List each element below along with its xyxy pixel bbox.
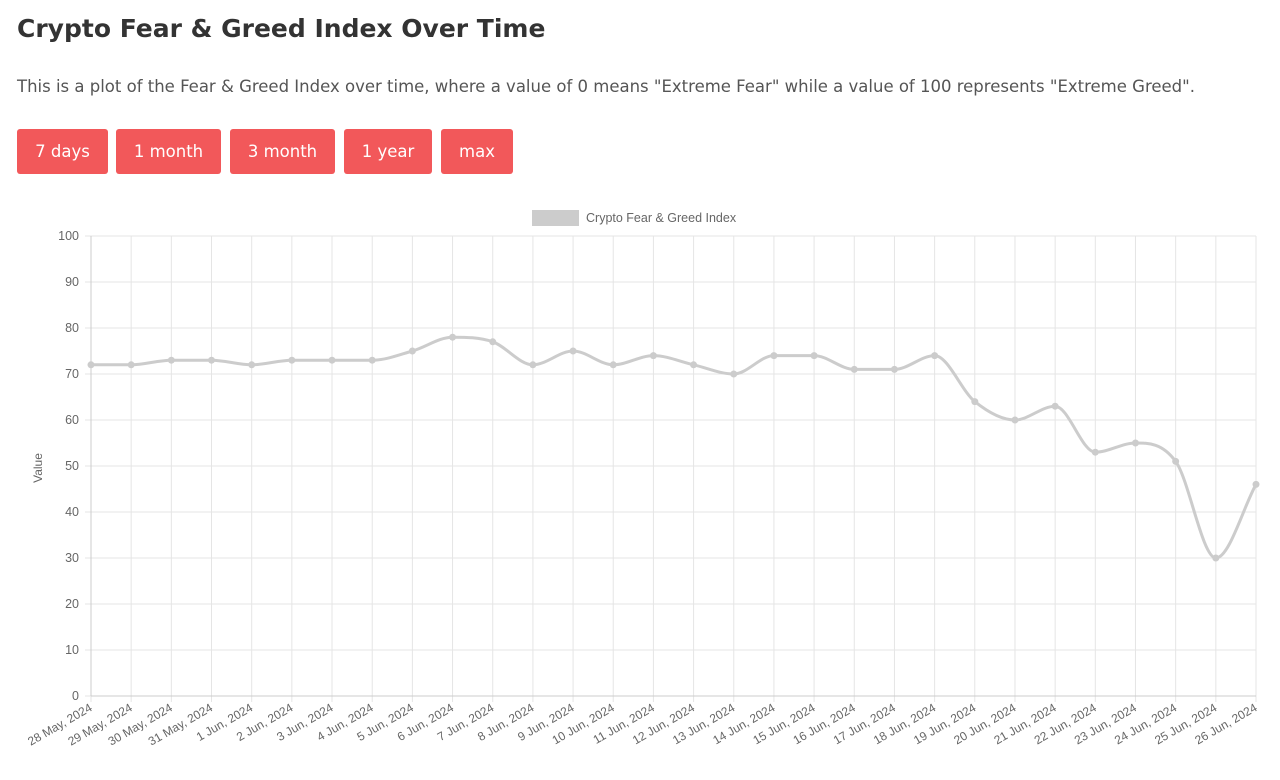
data-point[interactable] bbox=[690, 361, 698, 369]
range-1-month-button[interactable]: 1 month bbox=[116, 129, 221, 174]
chart-grid bbox=[85, 235, 1257, 702]
data-point[interactable] bbox=[529, 361, 537, 369]
data-point[interactable] bbox=[1051, 402, 1059, 410]
data-point[interactable] bbox=[288, 356, 296, 364]
data-point[interactable] bbox=[167, 356, 175, 364]
y-tick-label: 40 bbox=[65, 505, 79, 519]
y-tick-label: 80 bbox=[65, 321, 79, 335]
data-point[interactable] bbox=[1172, 457, 1180, 465]
chart-axes bbox=[90, 236, 1256, 697]
y-tick-label: 100 bbox=[58, 229, 79, 243]
data-point[interactable] bbox=[1091, 448, 1099, 456]
data-point[interactable] bbox=[408, 347, 416, 355]
y-tick-label: 90 bbox=[65, 275, 79, 289]
data-point[interactable] bbox=[1212, 554, 1220, 562]
data-point[interactable] bbox=[810, 352, 818, 360]
data-point[interactable] bbox=[1011, 416, 1019, 424]
data-point[interactable] bbox=[489, 338, 497, 346]
data-point[interactable] bbox=[890, 365, 898, 373]
data-point[interactable] bbox=[850, 365, 858, 373]
data-point[interactable] bbox=[87, 361, 95, 369]
y-tick-label: 60 bbox=[65, 413, 79, 427]
series-line bbox=[91, 335, 1258, 560]
data-point[interactable] bbox=[609, 361, 617, 369]
y-tick-label: 20 bbox=[65, 597, 79, 611]
y-tick-label: 30 bbox=[65, 551, 79, 565]
legend-label: Crypto Fear & Greed Index bbox=[586, 211, 737, 225]
data-point[interactable] bbox=[971, 398, 979, 406]
data-point[interactable] bbox=[931, 352, 939, 360]
page-title: Crypto Fear & Greed Index Over Time bbox=[17, 14, 546, 43]
y-tick-label: 10 bbox=[65, 643, 79, 657]
y-tick-label: 50 bbox=[65, 459, 79, 473]
range-7-days-button[interactable]: 7 days bbox=[17, 129, 108, 174]
data-point[interactable] bbox=[449, 333, 457, 341]
chart-legend[interactable]: Crypto Fear & Greed Index bbox=[532, 210, 737, 226]
data-point[interactable] bbox=[248, 361, 256, 369]
legend-swatch bbox=[532, 210, 579, 226]
data-point[interactable] bbox=[127, 361, 135, 369]
data-point[interactable] bbox=[770, 352, 778, 360]
series-points bbox=[87, 333, 1260, 562]
y-axis-ticks: 0 10 20 30 40 50 60 70 80 90 100 bbox=[58, 229, 79, 703]
fear-greed-line-chart: Crypto Fear & Greed Index Value 0 10 20 30 4… bbox=[25, 210, 1260, 749]
range-1-year-button[interactable]: 1 year bbox=[344, 129, 432, 174]
data-point[interactable] bbox=[368, 356, 376, 364]
data-point[interactable] bbox=[208, 356, 216, 364]
data-point[interactable] bbox=[1131, 439, 1139, 447]
data-point[interactable] bbox=[569, 347, 577, 355]
y-tick-label: 70 bbox=[65, 367, 79, 381]
y-axis-label: Value bbox=[31, 453, 45, 483]
range-max-button[interactable]: max bbox=[441, 129, 513, 174]
data-point[interactable] bbox=[649, 352, 657, 360]
y-tick-label: 0 bbox=[72, 689, 79, 703]
data-point[interactable] bbox=[328, 356, 336, 364]
page-description: This is a plot of the Fear & Greed Index… bbox=[17, 77, 1195, 96]
data-point[interactable] bbox=[1252, 480, 1260, 488]
range-3-month-button[interactable]: 3 month bbox=[230, 129, 335, 174]
data-point[interactable] bbox=[730, 370, 738, 378]
